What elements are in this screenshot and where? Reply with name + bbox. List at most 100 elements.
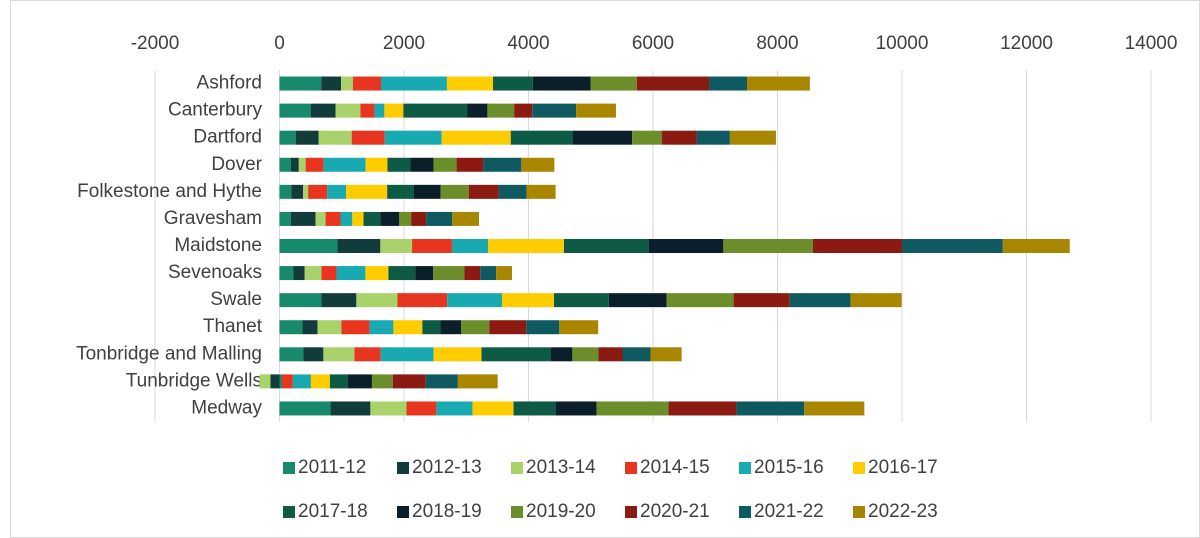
y-tick-label: Thanet xyxy=(203,316,263,337)
bar-segment xyxy=(329,374,348,389)
bar-segment xyxy=(526,320,560,335)
bar-segment xyxy=(433,157,457,172)
bar-segment xyxy=(668,401,737,416)
bar-segment xyxy=(590,76,637,91)
bar-segment xyxy=(446,76,494,91)
x-tick-label: 8000 xyxy=(756,33,798,54)
legend-swatch xyxy=(739,462,751,474)
bar-segment xyxy=(279,76,322,91)
legend-label: 2019-20 xyxy=(526,501,596,522)
bar-segment xyxy=(733,293,790,308)
bar-segment xyxy=(425,374,458,389)
y-tick-label: Sevenoaks xyxy=(168,262,262,283)
legend-swatch xyxy=(625,462,637,474)
bar-segment xyxy=(302,320,318,335)
bar-segment xyxy=(451,239,489,253)
bar-segment xyxy=(393,320,423,335)
bar-segment xyxy=(650,347,682,362)
legend-label: 2011-12 xyxy=(298,457,366,478)
bar-segment xyxy=(456,157,484,172)
bar-segment xyxy=(293,266,305,281)
bar-segment xyxy=(436,401,473,416)
legend-label: 2020-21 xyxy=(640,501,710,522)
bar-segment xyxy=(337,239,381,253)
bar-segment xyxy=(321,76,342,91)
bar-segment xyxy=(380,76,447,91)
bar-segment xyxy=(440,184,469,199)
bar-segment xyxy=(412,239,452,253)
bar-segment xyxy=(461,320,490,335)
bar-segment xyxy=(411,211,427,226)
bar-segment xyxy=(464,266,481,281)
legend-swatch xyxy=(739,506,751,518)
bar-segment xyxy=(489,320,527,335)
bar-segment xyxy=(573,130,633,145)
legend-label: 2021-22 xyxy=(754,501,824,522)
bar-segment xyxy=(279,266,294,281)
bar-segment xyxy=(422,320,441,335)
bar-segment xyxy=(318,130,352,145)
bar-segment xyxy=(341,76,353,91)
bar-segment xyxy=(317,320,342,335)
bar-segment xyxy=(259,374,271,389)
bar-segment xyxy=(510,130,574,145)
bar-segment xyxy=(648,239,724,253)
bar-segment xyxy=(323,157,366,172)
bar-segment xyxy=(356,293,398,308)
bar-segment xyxy=(347,374,372,389)
bar-segment xyxy=(310,374,330,389)
bar-segment xyxy=(440,320,462,335)
x-tick-label: 0 xyxy=(274,33,285,54)
bar-segment xyxy=(850,293,902,308)
bar-segment xyxy=(433,347,482,362)
bar-segment xyxy=(554,293,609,308)
legend-swatch xyxy=(853,506,865,518)
legend-swatch xyxy=(397,506,409,518)
bar-segment xyxy=(467,103,488,118)
bar-segment xyxy=(360,103,375,118)
bar-segment xyxy=(447,293,503,308)
bar-segment xyxy=(483,157,522,172)
bar-segment xyxy=(290,211,316,226)
bar-segment xyxy=(303,184,309,199)
bar-segment xyxy=(321,266,337,281)
y-tick-label: Canterbury xyxy=(168,100,262,121)
bar-segment xyxy=(279,320,303,335)
bar-segment xyxy=(380,239,413,253)
bar-segment xyxy=(636,76,710,91)
y-tick-label: Gravesham xyxy=(164,208,262,229)
bar-segment xyxy=(598,347,623,362)
bar-segment xyxy=(290,157,299,172)
bar-segment xyxy=(315,211,326,226)
bar-segment xyxy=(403,103,468,118)
bar-segment xyxy=(303,347,324,362)
bar-segment xyxy=(330,401,371,416)
bar-segment xyxy=(279,103,311,118)
y-tick-label: Tonbridge and Malling xyxy=(76,343,262,364)
bar-segment xyxy=(666,293,734,308)
y-tick-label: Tunbridge Wells xyxy=(126,370,262,391)
legend-swatch xyxy=(397,462,409,474)
bar-segment xyxy=(392,374,426,389)
legend-swatch xyxy=(511,506,523,518)
bar-segment xyxy=(472,401,514,416)
legend-swatch xyxy=(283,506,295,518)
y-tick-label: Medway xyxy=(191,397,262,418)
bar-segment xyxy=(292,374,311,389)
bar-segment xyxy=(370,401,407,416)
bar-segment xyxy=(555,401,597,416)
bar-segment xyxy=(729,130,776,145)
bar-segment xyxy=(279,211,291,226)
legend-label: 2022-23 xyxy=(868,501,938,522)
bar-segment xyxy=(384,130,442,145)
legend-label: 2012-13 xyxy=(412,457,482,478)
bar-segment xyxy=(563,239,649,253)
bar-segment xyxy=(415,266,434,281)
bar-segment xyxy=(371,374,393,389)
bar-segment xyxy=(380,347,434,362)
bar-segment xyxy=(406,401,437,416)
legend-label: 2016-17 xyxy=(868,457,938,478)
legend-label: 2017-18 xyxy=(298,501,368,522)
bar-segment xyxy=(1002,239,1070,253)
bar-segment xyxy=(457,374,498,389)
